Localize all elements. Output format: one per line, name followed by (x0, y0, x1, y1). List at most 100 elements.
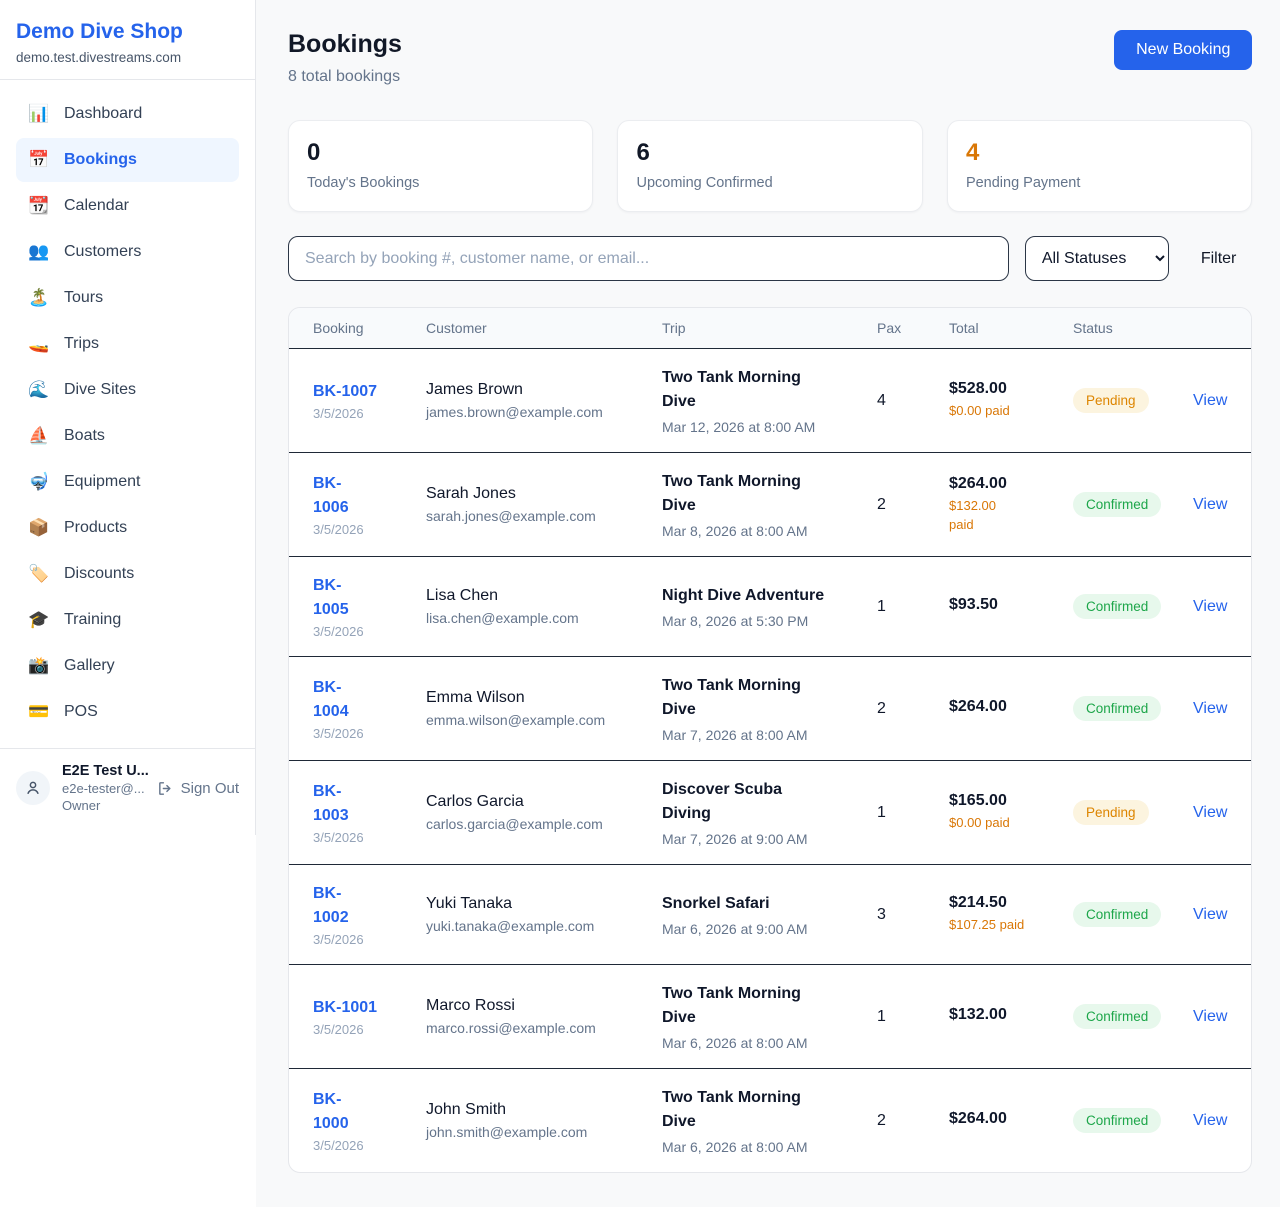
main-content: Bookings 8 total bookings New Booking 0 … (256, 0, 1280, 1207)
trip-cell: Two Tank Morning Dive Mar 12, 2026 at 8:… (662, 366, 877, 435)
trip-cell: Two Tank Morning Dive Mar 7, 2026 at 8:0… (662, 674, 877, 743)
pax-cell: 2 (877, 1111, 886, 1129)
sidebar-item-label: Calendar (64, 197, 129, 214)
view-link[interactable]: View (1193, 391, 1228, 409)
stat-card-todays-bookings: 0 Today's Bookings (288, 120, 594, 212)
booking-id-link[interactable]: BK- 1005 (313, 577, 349, 618)
table-row: BK- 1002 3/5/2026 Yuki Tanaka yuki.tanak… (289, 865, 1252, 965)
actions-cell: View (1193, 700, 1227, 718)
status-select[interactable]: All Statuses (1024, 236, 1169, 281)
sidebar-item-pos[interactable]: 💳 POS (16, 690, 239, 734)
actions-cell: View (1193, 804, 1227, 822)
search-input[interactable] (288, 236, 1009, 281)
status-cell: Confirmed (1073, 492, 1193, 517)
trip-name: Two Tank Morning Dive (662, 369, 801, 410)
sidebar-item-bookings[interactable]: 📅 Bookings (16, 138, 239, 182)
credit-card-icon: 💳 (28, 702, 50, 721)
booking-id-link[interactable]: BK- 1002 (313, 885, 349, 926)
pax-cell: 1 (877, 803, 886, 821)
filter-bar: All Statuses Filter (288, 236, 1252, 281)
trip-name: Discover Scuba Diving (662, 781, 783, 822)
booking-date: 3/5/2026 (313, 829, 364, 845)
customer-cell: Yuki Tanaka yuki.tanaka@example.com (426, 895, 662, 934)
page-title: Bookings (288, 30, 402, 58)
sidebar-item-equipment[interactable]: 🤿 Equipment (16, 460, 239, 504)
trip-datetime: Mar 7, 2026 at 8:00 AM (662, 727, 808, 743)
booking-cell: BK- 1005 3/5/2026 (313, 574, 426, 638)
trip-cell: Night Dive Adventure Mar 8, 2026 at 5:30… (662, 584, 877, 629)
bookings-table: Booking Customer Trip Pax Total Status B… (288, 307, 1253, 1173)
pax-cell: 2 (877, 495, 886, 513)
view-link[interactable]: View (1193, 597, 1228, 615)
booking-id-link[interactable]: BK- 1006 (313, 475, 349, 516)
view-link[interactable]: View (1193, 803, 1228, 821)
sidebar-item-dashboard[interactable]: 📊 Dashboard (16, 92, 239, 136)
stat-card-upcoming-confirmed: 6 Upcoming Confirmed (617, 120, 923, 212)
people-icon: 👥 (28, 242, 50, 261)
new-booking-button[interactable]: New Booking (1114, 30, 1253, 70)
trip-name: Two Tank Morning Dive (662, 677, 801, 718)
view-link[interactable]: View (1193, 495, 1228, 513)
sidebar-item-label: Tours (64, 289, 104, 306)
pax-cell: 3 (877, 905, 886, 923)
page-subtitle: 8 total bookings (288, 68, 401, 85)
sailboat-icon: ⛵ (28, 426, 50, 445)
filter-button[interactable]: Filter (1185, 250, 1253, 268)
sidebar-item-label: Customers (64, 243, 142, 260)
sidebar-item-products[interactable]: 📦 Products (16, 506, 239, 550)
sidebar-item-customers[interactable]: 👥 Customers (16, 230, 239, 274)
sidebar-item-label: Dashboard (64, 105, 143, 122)
customer-email: marco.rossi@example.com (426, 1020, 596, 1036)
sidebar-item-training[interactable]: 🎓 Training (16, 598, 239, 642)
sidebar-item-discounts[interactable]: 🏷️ Discounts (16, 552, 239, 596)
total-amount: $528.00 (949, 380, 1007, 398)
status-cell: Confirmed (1073, 594, 1193, 619)
stat-cards: 0 Today's Bookings 6 Upcoming Confirmed … (288, 120, 1253, 212)
view-link[interactable]: View (1193, 905, 1228, 923)
booking-date: 3/5/2026 (313, 1137, 364, 1153)
sidebar-item-gallery[interactable]: 📸 Gallery (16, 644, 239, 688)
booking-id-link[interactable]: BK-1007 (313, 382, 378, 400)
calendar-date-icon: 📅 (28, 150, 50, 169)
booking-id-link[interactable]: BK- 1003 (313, 783, 349, 824)
total-cell: $93.50 (949, 596, 1073, 618)
paid-amount: $0.00 paid (949, 403, 1010, 419)
booking-id-link[interactable]: BK- 1004 (313, 679, 349, 720)
total-cell: $264.00 (949, 1110, 1073, 1132)
sidebar-item-tours[interactable]: 🏝️ Tours (16, 276, 239, 320)
view-link[interactable]: View (1193, 1007, 1228, 1025)
table-header-row: Booking Customer Trip Pax Total Status (289, 308, 1252, 349)
sidebar-item-label: Products (64, 519, 128, 536)
sidebar: Demo Dive Shop demo.test.divestreams.com… (0, 0, 256, 835)
sidebar-item-trips[interactable]: 🚤 Trips (16, 322, 239, 366)
island-icon: 🏝️ (28, 288, 50, 307)
customer-cell: Lisa Chen lisa.chen@example.com (426, 587, 662, 626)
customer-name: Marco Rossi (426, 997, 515, 1014)
sidebar-item-dive-sites[interactable]: 🌊 Dive Sites (16, 368, 239, 412)
bar-chart-icon: 📊 (28, 104, 50, 123)
stat-label: Today's Bookings (307, 175, 420, 191)
trip-name: Two Tank Morning Dive (662, 1089, 801, 1130)
page-title-block: Bookings 8 total bookings (288, 30, 402, 86)
view-link[interactable]: View (1193, 699, 1228, 717)
col-header-pax: Pax (877, 320, 902, 336)
table-row: BK- 1004 3/5/2026 Emma Wilson emma.wilso… (289, 657, 1252, 761)
sidebar-item-label: POS (64, 703, 98, 720)
booking-cell: BK- 1002 3/5/2026 (313, 882, 426, 946)
status-cell: Pending (1073, 388, 1193, 413)
sidebar-item-label: Equipment (64, 473, 141, 490)
user-meta: E2E Test U... e2e-tester@... Owner (62, 763, 149, 813)
view-link[interactable]: View (1193, 1111, 1228, 1129)
sign-out-label: Sign Out (180, 779, 239, 797)
booking-id-link[interactable]: BK-1001 (313, 998, 378, 1016)
table-row: BK- 1003 3/5/2026 Carlos Garcia carlos.g… (289, 761, 1252, 865)
sidebar-item-calendar[interactable]: 📆 Calendar (16, 184, 239, 228)
trip-name: Snorkel Safari (662, 895, 770, 912)
sign-out-button[interactable]: Sign Out (157, 780, 239, 797)
customer-cell: Sarah Jones sarah.jones@example.com (426, 485, 662, 524)
booking-id-link[interactable]: BK- 1000 (313, 1091, 349, 1132)
sidebar-item-label: Trips (64, 335, 99, 352)
sidebar-item-boats[interactable]: ⛵ Boats (16, 414, 239, 458)
customer-cell: Carlos Garcia carlos.garcia@example.com (426, 793, 662, 832)
booking-cell: BK-1001 3/5/2026 (313, 996, 426, 1037)
